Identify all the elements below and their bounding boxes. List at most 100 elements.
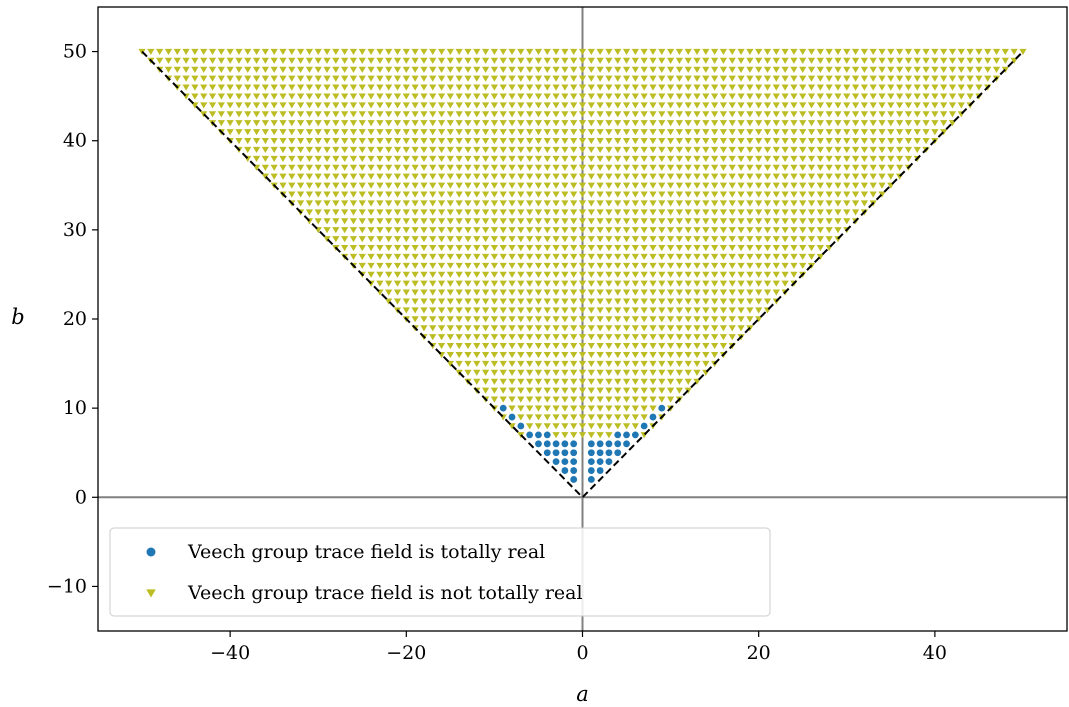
data-point-not-totally-real [763,102,772,109]
data-point-not-totally-real [816,84,824,91]
data-point-totally-real [596,440,604,448]
data-point-not-totally-real [614,209,622,216]
data-point-not-totally-real [490,209,499,216]
data-point-not-totally-real [517,84,525,91]
data-point-not-totally-real [543,298,551,305]
data-point-not-totally-real [429,244,437,252]
data-point-not-totally-real [666,298,675,305]
data-point-not-totally-real [578,360,587,367]
data-point-not-totally-real [851,48,860,55]
data-point-not-totally-real [711,182,719,189]
data-point-not-totally-real [570,360,578,367]
data-point-not-totally-real [226,120,234,127]
data-point-not-totally-real [508,129,516,136]
data-point-not-totally-real [922,75,930,82]
data-point-not-totally-real [587,423,595,430]
data-point-not-totally-real [755,84,763,91]
data-point-not-totally-real [684,111,692,118]
data-point-not-totally-real [728,138,736,145]
data-point-not-totally-real [473,102,481,109]
data-point-not-totally-real [411,253,419,261]
data-point-not-totally-real [807,111,816,118]
data-point-not-totally-real [904,146,913,154]
data-point-not-totally-real [869,129,877,136]
data-point-not-totally-real [402,298,410,305]
data-point-not-totally-real [763,138,772,145]
data-point-not-totally-real [270,146,278,154]
data-point-not-totally-real [473,369,481,376]
data-point-not-totally-real [860,200,868,207]
data-point-not-totally-real [332,93,340,100]
data-point-not-totally-real [658,218,666,225]
data-point-not-totally-real [693,227,701,234]
data-point-not-totally-real [666,57,675,64]
data-point-not-totally-real [851,146,860,154]
data-point-not-totally-real [825,164,833,171]
data-point-not-totally-real [807,120,816,127]
data-point-not-totally-real [341,164,349,171]
data-point-not-totally-real [543,57,551,64]
data-point-not-totally-real [446,57,454,64]
data-point-not-totally-real [878,173,886,180]
data-point-not-totally-real [702,57,710,64]
data-point-not-totally-real [869,182,877,189]
data-point-not-totally-real [385,102,393,109]
data-point-not-totally-real [437,155,446,162]
data-point-not-totally-real [517,280,525,287]
data-point-not-totally-real [790,227,798,234]
data-point-not-totally-real [878,48,886,55]
data-point-not-totally-real [640,164,648,171]
data-point-not-totally-real [526,289,534,296]
data-point-not-totally-real [244,111,252,118]
data-point-not-totally-real [649,387,657,394]
data-point-not-totally-real [772,244,780,252]
data-point-not-totally-real [464,271,472,278]
data-point-not-totally-real [429,253,437,261]
data-point-not-totally-real [816,48,824,55]
data-point-not-totally-real [570,343,578,350]
data-point-not-totally-real [455,298,463,305]
data-point-not-totally-real [878,66,886,73]
data-point-not-totally-real [305,75,314,82]
data-point-not-totally-real [420,48,428,55]
data-point-not-totally-real [631,138,639,145]
data-point-not-totally-real [596,253,604,261]
data-point-not-totally-real [446,102,454,109]
data-point-not-totally-real [429,57,437,64]
data-point-not-totally-real [693,289,701,296]
data-point-not-totally-real [587,253,595,261]
data-point-not-totally-real [693,102,701,109]
data-point-not-totally-real [746,271,754,278]
data-point-not-totally-real [332,173,340,180]
data-point-not-totally-real [719,298,728,305]
data-point-not-totally-real [649,120,657,127]
data-point-not-totally-real [922,66,930,73]
data-point-not-totally-real [446,146,454,154]
data-point-not-totally-real [640,280,648,287]
data-point-not-totally-real [482,280,490,287]
data-point-not-totally-real [393,209,402,216]
data-point-not-totally-real [675,75,683,82]
data-point-not-totally-real [684,218,692,225]
data-point-not-totally-real [393,227,402,234]
data-point-not-totally-real [164,57,173,64]
data-point-not-totally-real [675,236,683,243]
data-point-not-totally-real [693,155,701,162]
data-point-not-totally-real [508,182,516,189]
data-point-not-totally-real [279,111,287,118]
data-point-not-totally-real [755,316,763,323]
data-point-not-totally-real [200,102,208,109]
data-point-not-totally-real [561,298,569,305]
data-point-not-totally-real [543,93,551,100]
data-point-not-totally-real [578,369,587,376]
data-point-not-totally-real [755,75,763,82]
data-point-not-totally-real [261,129,269,136]
data-point-not-totally-real [402,307,410,314]
data-point-not-totally-real [702,173,710,180]
data-point-not-totally-real [578,57,587,64]
data-point-not-totally-real [772,227,780,234]
data-point-not-totally-real [631,164,639,171]
data-point-not-totally-real [332,84,340,91]
data-point-not-totally-real [508,218,516,225]
data-point-not-totally-real [393,200,402,207]
